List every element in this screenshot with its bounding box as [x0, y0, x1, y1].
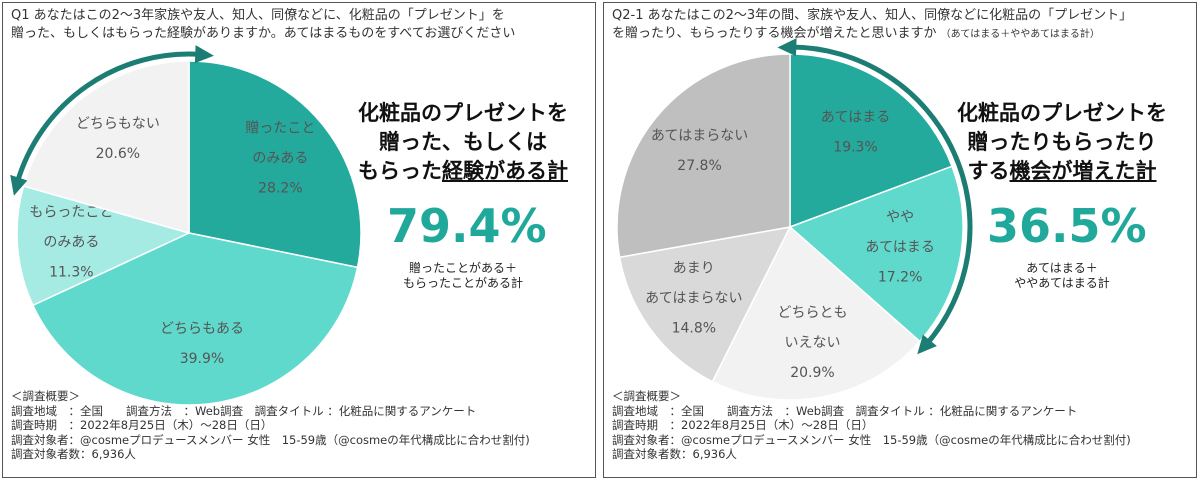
arrowhead-icon — [777, 38, 797, 57]
pie-slice — [788, 165, 964, 343]
headline-line: する機会が増えた計 — [937, 157, 1187, 186]
question-text: Q2-1 あなたはこの2〜3年の間、家族や友人、知人、同僚などに化粧品の「プレゼ… — [612, 7, 1132, 44]
slice-value-label: 39.9% — [180, 351, 224, 367]
slice-value-label: 14.8% — [672, 321, 716, 337]
pie-slice — [618, 225, 792, 383]
highlight-arrow-arc — [789, 44, 973, 347]
survey-line: 調査対象者：@cosmeプロデュースメンバー 女性 15-59歳（@cosmeの… — [11, 432, 530, 447]
slice-value-label: 11.3% — [49, 264, 93, 280]
survey-title: ＜調査概要＞ — [11, 389, 80, 403]
slice-category-label: あてはまる — [821, 109, 890, 125]
caption-line: 贈ったことがある＋ — [408, 261, 517, 275]
slice-value-label: 20.6% — [96, 146, 140, 162]
survey-line: 調査対象者数：6,936人 — [11, 447, 136, 461]
arrowhead-icon — [194, 45, 214, 64]
headline-text: する — [967, 159, 1010, 183]
pie-slice — [31, 232, 359, 406]
headline-line: 贈った、もしくは — [379, 130, 547, 154]
caption-line: もらったことがある計 — [402, 276, 523, 290]
highlight-arrow-arc — [14, 51, 202, 185]
survey-title: ＜調査概要＞ — [612, 389, 681, 403]
survey-line: 調査時期 ：2022年8月25日（木）〜28日（日） — [612, 418, 874, 432]
pie-slice — [16, 185, 192, 307]
arrowhead-icon — [10, 174, 28, 196]
headline-underlined-text: 機会が増えた計 — [1009, 159, 1157, 183]
pie-chart-q1: 贈ったことのみある28.2%どちらもある39.9%もらったことのみある11.3%… — [10, 45, 362, 406]
headline-line: 化粧品のプレゼントを — [358, 101, 568, 125]
slice-category-label: どちらもある — [160, 321, 244, 337]
chart-panel-q1: Q1 あなたはこの2〜3年家族や友人、知人、同僚などに、化粧品の「プレゼント」を… — [2, 2, 596, 478]
highlight-caption: あてはまる＋ ややあてはまる計 — [987, 261, 1137, 291]
pie-chart-q2-1: あてはまる19.3%ややあてはまる17.2%どちらともいえない20.9%あまりあ… — [616, 38, 973, 401]
headline-line: 贈ったりもらったり — [967, 130, 1157, 154]
question-text: Q1 あなたはこの2〜3年家族や友人、知人、同僚などに、化粧品の「プレゼント」を… — [11, 7, 515, 43]
pie-slice — [616, 53, 791, 259]
slice-category-label: のみある — [43, 234, 99, 250]
headline: 化粧品のプレゼントを 贈ったりもらったり する機会が増えた計 — [937, 99, 1187, 186]
headline-text: もらった — [358, 159, 442, 183]
question-line: Q2-1 あなたはこの2〜3年の間、家族や友人、知人、同僚などに化粧品の「プレゼ… — [612, 8, 1133, 23]
caption-line: ややあてはまる計 — [1014, 276, 1110, 290]
slice-category-label: どちらもない — [76, 116, 160, 132]
question-note: （あてはまる＋ややあてはまる計） — [940, 29, 1100, 40]
pie-slice — [188, 60, 362, 269]
caption-line: あてはまる＋ — [1026, 261, 1098, 275]
pie-slice — [711, 225, 921, 401]
slice-category-label: あてはまらない — [651, 128, 748, 144]
question-line: 贈った、もしくはもらった経験がありますか。あてはまるものをすべてお選びください — [11, 26, 516, 41]
slice-category-label: もらったこと — [29, 204, 113, 220]
survey-overview: ＜調査概要＞ 調査地域 ：全国 調査方法 ：Web調査 調査タイトル ：化粧品に… — [612, 389, 1131, 462]
headline-line: 化粧品のプレゼントを — [957, 101, 1167, 125]
slice-category-label: あてはまらない — [645, 291, 742, 307]
survey-line: 調査対象者数：6,936人 — [612, 447, 737, 461]
slice-value-label: 27.8% — [677, 158, 721, 174]
question-text-part: を贈ったり、もらったりする機会が増えたと思いますか — [612, 26, 937, 41]
slice-value-label: 28.2% — [258, 180, 302, 196]
slice-category-label: のみある — [252, 150, 308, 166]
slice-category-label: あてはまる — [865, 239, 934, 255]
slice-value-label: 20.9% — [790, 365, 834, 381]
survey-line: 調査対象者：@cosmeプロデュースメンバー 女性 15-59歳（@cosmeの… — [612, 432, 1131, 447]
slice-category-label: どちらとも — [777, 305, 847, 321]
headline: 化粧品のプレゼントを 贈った、もしくは もらった経験がある計 — [338, 99, 588, 186]
survey-line: 調査時期 ：2022年8月25日（木）〜28日（日） — [11, 418, 273, 432]
highlight-caption: 贈ったことがある＋ もらったことがある計 — [388, 261, 538, 291]
question-line: を贈ったり、もらったりする機会が増えたと思いますか （あてはまる＋ややあてはまる… — [612, 25, 1132, 44]
slice-value-label: 19.3% — [833, 139, 877, 155]
highlight-percentage: 79.4% — [387, 199, 547, 253]
headline-line: もらった経験がある計 — [338, 157, 588, 186]
survey-line: 調査地域 ：全国 調査方法 ：Web調査 調査タイトル ：化粧品に関するアンケー… — [612, 403, 1078, 418]
slice-category-label: あまり — [673, 261, 715, 277]
highlight-percentage: 36.5% — [987, 199, 1147, 253]
slice-category-label: いえない — [784, 335, 840, 351]
question-line: Q1 あなたはこの2〜3年家族や友人、知人、同僚などに、化粧品の「プレゼント」を — [11, 8, 505, 23]
pie-slice — [22, 60, 190, 234]
slice-category-label: 贈ったこと — [245, 120, 315, 136]
pie-slice — [789, 53, 953, 229]
survey-line: 調査地域 ：全国 調査方法 ：Web調査 調査タイトル ：化粧品に関するアンケー… — [11, 403, 477, 418]
arrowhead-icon — [917, 334, 937, 355]
survey-overview: ＜調査概要＞ 調査地域 ：全国 調査方法 ：Web調査 調査タイトル ：化粧品に… — [11, 389, 530, 462]
slice-category-label: やや — [886, 209, 914, 225]
chart-panel-q2-1: Q2-1 あなたはこの2〜3年の間、家族や友人、知人、同僚などに化粧品の「プレゼ… — [603, 2, 1197, 478]
slice-value-label: 17.2% — [878, 269, 922, 285]
headline-underlined-text: 経験がある計 — [442, 159, 568, 183]
